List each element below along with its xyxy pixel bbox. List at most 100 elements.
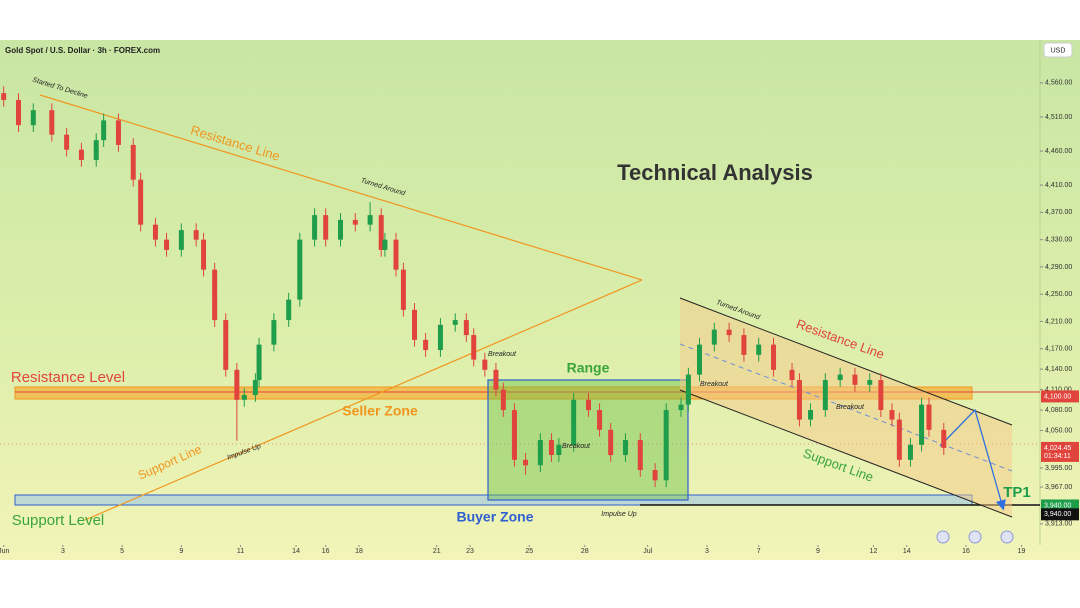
candle-body <box>919 404 925 445</box>
candle-body <box>49 110 55 135</box>
candle-body <box>511 410 517 460</box>
candle-body <box>907 444 913 460</box>
candle-body <box>500 389 506 411</box>
x-tick-label: 18 <box>355 548 363 555</box>
x-tick-label: 14 <box>292 548 300 555</box>
candle-body <box>452 320 458 325</box>
x-tick-label: 3 <box>61 548 65 555</box>
candle-body <box>896 419 902 460</box>
price-badge <box>1041 508 1079 521</box>
candle-body <box>378 215 384 250</box>
candle-body <box>808 410 814 420</box>
x-tick-label: 21 <box>433 548 441 555</box>
candle-body <box>130 144 136 180</box>
annotation: Support Level <box>12 512 105 529</box>
y-tick-label: 4,330.00 <box>1045 236 1072 243</box>
y-tick-label: 4,110.00 <box>1045 386 1072 393</box>
candle-body <box>297 239 303 300</box>
candle-body <box>597 410 603 430</box>
candle-body <box>138 179 144 225</box>
candle-body <box>323 215 329 240</box>
annotation: TP1 <box>1003 484 1031 501</box>
candle-body <box>367 215 373 225</box>
candle-body <box>867 380 873 385</box>
candle-body <box>571 399 577 445</box>
x-tick-label: 23 <box>466 548 474 555</box>
chart-title: Technical Analysis <box>617 160 813 185</box>
countdown: 01:34:11 <box>1044 453 1071 460</box>
candle-body <box>271 320 277 345</box>
candle-body <box>889 410 895 420</box>
y-tick-label: 4,080.00 <box>1045 407 1072 414</box>
candle-body <box>493 369 499 390</box>
candle-body <box>622 440 628 456</box>
candle-body <box>678 404 684 411</box>
candle-body <box>852 374 858 385</box>
candle-body <box>789 369 795 381</box>
price-badge-label: 4,100.00 <box>1044 393 1071 400</box>
candle-body <box>256 344 262 381</box>
x-tick-label: 9 <box>816 548 820 555</box>
y-tick-label: 4,560.00 <box>1045 80 1072 87</box>
x-tick-label: 12 <box>870 548 878 555</box>
candle-body <box>78 149 84 160</box>
candle-body <box>234 369 240 400</box>
candle-body <box>837 374 843 381</box>
candle-body <box>941 429 947 448</box>
y-tick-label: 3,967.00 <box>1045 484 1072 491</box>
y-tick-label: 3,913.00 <box>1045 521 1072 528</box>
candle-body <box>726 329 732 336</box>
price-badge <box>1041 390 1079 403</box>
y-tick-label: 4,410.00 <box>1045 182 1072 189</box>
y-tick-label: 4,510.00 <box>1045 114 1072 121</box>
annotation: Breakout <box>836 404 865 411</box>
x-tick-label: 19 <box>1018 548 1026 555</box>
y-tick-label: 4,460.00 <box>1045 148 1072 155</box>
x-tick-label: 28 <box>581 548 589 555</box>
candle-body <box>822 380 828 411</box>
candle-body <box>30 110 36 126</box>
candle-body <box>223 320 229 370</box>
candle-body <box>101 120 107 141</box>
candle-body <box>16 99 22 126</box>
x-tick-label: 3 <box>705 548 709 555</box>
triangle-resistance <box>39 94 643 281</box>
candle-body <box>771 344 777 370</box>
x-tick-label: 7 <box>757 548 761 555</box>
candle-body <box>482 359 488 370</box>
price-badge <box>1041 441 1079 462</box>
price-badge-label: 3,940.00 <box>1044 502 1071 509</box>
y-tick-label: 4,140.00 <box>1045 366 1072 373</box>
candle-body <box>685 374 691 405</box>
y-tick-label: 4,050.00 <box>1045 427 1072 434</box>
annotation: Impulse Up <box>601 511 637 518</box>
candle-body <box>663 410 669 481</box>
candle-body <box>608 429 614 456</box>
x-tick-label: 16 <box>322 548 330 555</box>
candle-body <box>93 140 99 160</box>
x-tick-label: 5 <box>120 548 124 555</box>
candle-body <box>115 120 121 145</box>
channel-top <box>679 297 1013 426</box>
y-tick-label: 4,290.00 <box>1045 264 1072 271</box>
candle-body <box>286 299 292 321</box>
currency-box[interactable] <box>1043 42 1073 58</box>
candle-body <box>437 324 443 351</box>
y-tick-label: 4,370.00 <box>1045 209 1072 216</box>
x-tick-label: 16 <box>962 548 970 555</box>
candle-body <box>711 329 717 345</box>
candle-body <box>585 399 591 411</box>
candle-body <box>878 380 884 411</box>
annotation: Resistance Level <box>11 369 125 386</box>
candle-body <box>164 239 170 250</box>
candle-body <box>412 309 418 340</box>
candle-body <box>756 344 762 355</box>
candle-body <box>152 224 158 240</box>
candle-body <box>393 239 399 270</box>
y-tick-label: 3,995.00 <box>1045 465 1072 472</box>
candle-body <box>697 344 703 375</box>
projection-arrow <box>939 408 1006 511</box>
candle-body <box>652 470 658 481</box>
